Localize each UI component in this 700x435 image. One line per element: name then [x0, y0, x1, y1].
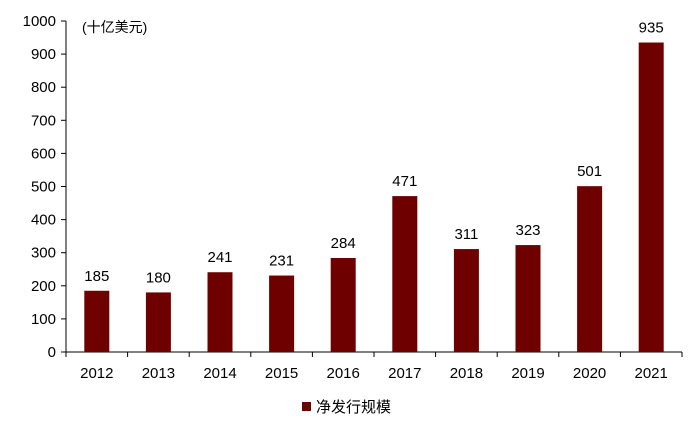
x-tick-label-2012: 2012 — [80, 365, 113, 382]
y-tick-label: 600 — [31, 145, 56, 162]
legend-label: 净发行规模 — [316, 399, 392, 416]
x-tick-label-2013: 2013 — [142, 365, 175, 382]
y-tick-label: 300 — [31, 245, 56, 262]
bar-2014 — [207, 272, 233, 352]
x-tick-label-2014: 2014 — [203, 365, 236, 382]
data-label-2012: 185 — [84, 268, 109, 285]
y-axis: 0 100 200 300 400 500 600 700 800 900 1000 — [23, 13, 67, 361]
data-label-2016: 284 — [331, 235, 356, 252]
bar-2016 — [330, 257, 356, 352]
data-label-2018: 311 — [454, 226, 478, 243]
data-labels: 185 180 241 231 284 471 311 323 501 935 — [84, 20, 663, 287]
bar-2017 — [392, 196, 418, 352]
y-tick-label: 700 — [31, 112, 56, 129]
y-tick-label: 500 — [31, 179, 56, 196]
bar-2012 — [84, 290, 110, 352]
legend-swatch — [302, 402, 311, 411]
data-label-2015: 231 — [269, 253, 294, 270]
x-tick-label-2019: 2019 — [511, 365, 544, 382]
x-tick-label-2017: 2017 — [388, 365, 421, 382]
bar-2018 — [453, 249, 479, 352]
x-axis: 2012 2013 2014 2015 2016 2017 2018 2019 2020 2021 — [65, 351, 683, 382]
x-tick-label-2016: 2016 — [327, 365, 360, 382]
x-tick-label-2020: 2020 — [573, 365, 606, 382]
bar-2013 — [145, 292, 171, 352]
x-tick-label-2015: 2015 — [265, 365, 298, 382]
unit-label: (十亿美元) — [82, 19, 148, 35]
x-tick-label-2018: 2018 — [450, 365, 483, 382]
y-tick-label: 900 — [31, 46, 56, 63]
bar-2020 — [577, 186, 603, 352]
bar-2015 — [269, 275, 295, 352]
bar-2019 — [515, 245, 541, 352]
data-label-2014: 241 — [207, 249, 232, 266]
data-label-2013: 180 — [146, 269, 171, 286]
y-tick-label: 400 — [31, 212, 56, 229]
y-tick-label: 0 — [48, 344, 56, 361]
y-tick-label: 1000 — [23, 13, 56, 30]
y-tick-label: 200 — [31, 278, 56, 295]
data-label-2019: 323 — [515, 222, 540, 239]
x-tick-label-2021: 2021 — [635, 365, 668, 382]
bars — [84, 42, 664, 352]
data-label-2017: 471 — [392, 173, 417, 190]
bar-2021 — [638, 42, 664, 352]
y-tick-label: 100 — [31, 311, 56, 328]
y-tick-label: 800 — [31, 79, 56, 96]
legend: 净发行规模 — [302, 396, 391, 417]
data-label-2020: 501 — [577, 163, 602, 180]
data-label-2021: 935 — [639, 20, 664, 37]
